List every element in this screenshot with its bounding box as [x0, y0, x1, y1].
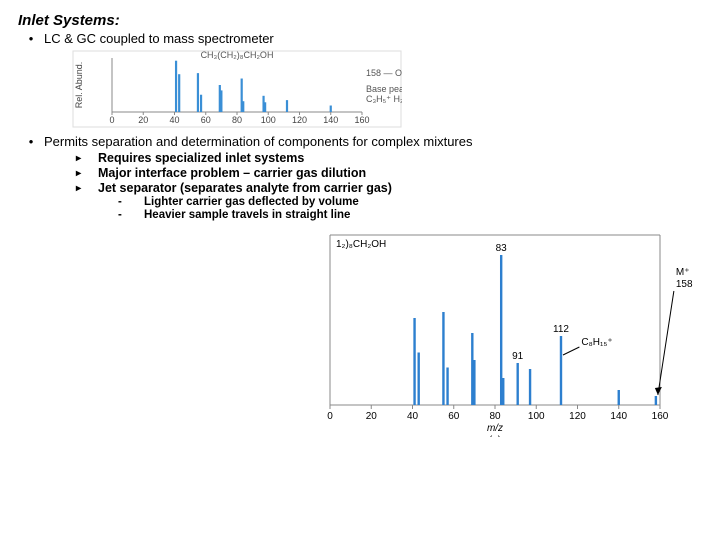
bullet-1-text: LC & GC coupled to mass spectrometer [44, 31, 702, 46]
svg-text:60: 60 [448, 411, 460, 422]
page-heading: Inlet Systems: [18, 12, 702, 29]
subbullet-2-text: Major interface problem – carrier gas di… [98, 166, 366, 180]
svg-text:100: 100 [528, 411, 545, 422]
bullet-1: • LC & GC coupled to mass spectrometer [18, 31, 702, 46]
svg-text:140: 140 [323, 115, 338, 125]
subbullet-3-text: Jet separator (separates analyte from ca… [98, 181, 392, 195]
svg-text:C₈H₁₅⁺: C₈H₁₅⁺ [581, 337, 612, 348]
bullet-mark: • [18, 134, 44, 149]
svg-text:120: 120 [569, 411, 586, 422]
subbullet-1-text: Requires specialized inlet systems [98, 151, 304, 165]
bullet-2: • Permits separation and determination o… [18, 134, 702, 149]
top-spectrum-chart: 0 20 40 60 80 100 120 140 160 Rel. Abund. CH₃(CH₂)… [72, 50, 702, 128]
triangle-bullet-icon: ▸ [76, 151, 98, 165]
svg-text:112: 112 [553, 324, 569, 335]
svg-text:80: 80 [489, 411, 501, 422]
svg-text:20: 20 [138, 115, 148, 125]
dash-mark: - [118, 196, 144, 208]
subbullet-3: ▸ Jet separator (separates analyte from … [76, 181, 702, 195]
bottom-spectrum-chart: 0 20 40 60 80 100 120 140 160 m/z(a) 1₂)₈CH₂OH 83 91… [298, 227, 702, 437]
svg-text:0: 0 [327, 411, 333, 422]
svg-text:140: 140 [610, 411, 627, 422]
subbullet-1: ▸ Requires specialized inlet systems [76, 151, 702, 165]
svg-text:M⁺: M⁺ [676, 267, 690, 278]
svg-text:0: 0 [109, 115, 114, 125]
svg-text:60: 60 [201, 115, 211, 125]
svg-text:158 — OH⁻: 158 — OH⁻ [366, 68, 402, 78]
svg-text:80: 80 [232, 115, 242, 125]
dash-2-text: Heavier sample travels in straight line [144, 209, 350, 221]
subbullet-2: ▸ Major interface problem – carrier gas … [76, 166, 702, 180]
dash-1-text: Lighter carrier gas deflected by volume [144, 196, 359, 208]
svg-text:m/z: m/z [487, 423, 503, 434]
svg-text:120: 120 [292, 115, 307, 125]
dash-mark: - [118, 209, 144, 221]
triangle-bullet-icon: ▸ [76, 181, 98, 195]
svg-text:160: 160 [652, 411, 669, 422]
svg-text:1₂)₈CH₂OH: 1₂)₈CH₂OH [336, 239, 386, 250]
svg-text:83: 83 [496, 243, 508, 254]
dash-2: - Heavier sample travels in straight lin… [118, 209, 702, 221]
svg-text:40: 40 [169, 115, 179, 125]
bullet-mark: • [18, 31, 44, 46]
svg-text:100: 100 [261, 115, 276, 125]
svg-text:CH₃(CH₂)₈CH₂OH: CH₃(CH₂)₈CH₂OH [201, 50, 274, 60]
svg-text:158: 158 [676, 279, 693, 290]
svg-text:Rel. Abund.: Rel. Abund. [74, 62, 84, 109]
svg-text:20: 20 [366, 411, 378, 422]
svg-text:160: 160 [354, 115, 369, 125]
svg-text:(a): (a) [489, 435, 501, 437]
svg-text:Base peak: Base peak [366, 84, 402, 94]
svg-text:40: 40 [407, 411, 419, 422]
triangle-bullet-icon: ▸ [76, 166, 98, 180]
svg-text:91: 91 [512, 351, 524, 362]
svg-text:C₃H₅⁺ H₂O —: C₃H₅⁺ H₂O — [366, 94, 402, 104]
dash-1: - Lighter carrier gas deflected by volum… [118, 196, 702, 208]
bullet-2-text: Permits separation and determination of … [44, 134, 702, 149]
